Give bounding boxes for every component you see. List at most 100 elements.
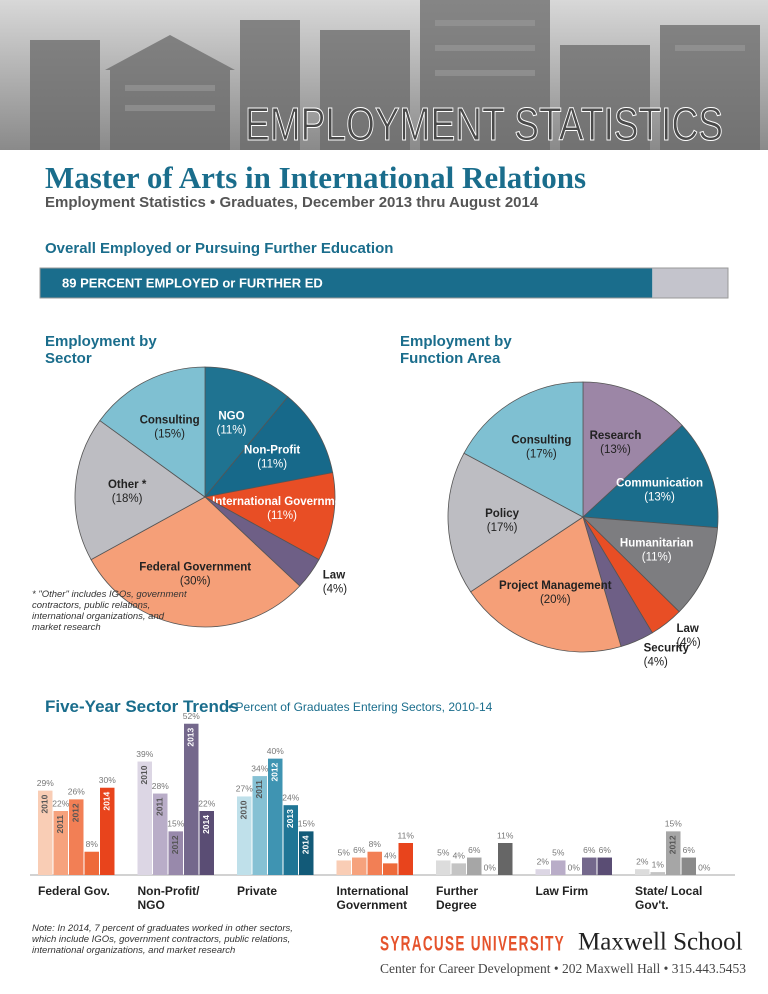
bar [666, 831, 681, 875]
category-label: International Government [336, 884, 409, 912]
note: Note: In 2014, 7 percent of graduates wo… [32, 923, 293, 956]
slice-value-label: (4%) [323, 584, 347, 596]
pie-slice [581, 516, 719, 613]
bar [184, 723, 199, 875]
slice-label: Non-Profit [244, 444, 300, 456]
bar [237, 796, 252, 875]
slice-value-label: (4%) [676, 637, 700, 649]
value-label: 4% [384, 851, 397, 861]
value-label: 6% [683, 845, 696, 855]
bar [137, 761, 152, 875]
category-label: Further Degree [436, 884, 478, 912]
bar [100, 787, 115, 875]
section-title: Five-Year Sector Trends [45, 697, 239, 716]
slice-value-label: (13%) [600, 444, 631, 456]
pie-slice [582, 381, 683, 518]
pie-slice [99, 366, 206, 498]
value-label: 6% [599, 845, 612, 855]
slice-value-label: (15%) [154, 429, 185, 441]
value-label: 6% [353, 845, 366, 855]
header-windows [125, 20, 745, 111]
slice-value-label: (17%) [526, 449, 557, 461]
slice-value-label: (20%) [540, 594, 571, 606]
year-label: 2012 [270, 762, 280, 781]
bar [153, 793, 168, 875]
pie-slice [203, 472, 336, 561]
slice-value-label: (17%) [487, 522, 518, 534]
slice-label: Other * [108, 479, 147, 491]
year-label: 2014 [301, 835, 311, 854]
slice-value-label: (11%) [642, 552, 672, 564]
value-label: 15% [665, 819, 682, 829]
category-label: Non-Profit/ NGO [137, 884, 200, 912]
year-label: 2014 [201, 815, 211, 834]
value-label: 11% [497, 830, 514, 840]
value-label: 2% [537, 856, 550, 866]
value-label: 5% [552, 848, 565, 858]
slice-label: Research [590, 430, 642, 442]
year-label: 2010 [40, 794, 50, 813]
slice-value-label: (13%) [644, 492, 675, 504]
value-label: 8% [86, 839, 99, 849]
slice-label: Communication [616, 478, 703, 490]
bar [252, 776, 267, 875]
bar [597, 857, 612, 875]
bar [551, 860, 566, 875]
value-label: 27% [236, 784, 253, 794]
bar [299, 831, 314, 875]
year-label: 2010 [139, 765, 149, 784]
year-label: 2010 [239, 800, 249, 819]
bar [53, 811, 68, 875]
value-label: 34% [251, 763, 268, 773]
slice-value-label: (4%) [644, 657, 668, 669]
bar [451, 863, 466, 875]
year-label: 2011 [254, 780, 264, 799]
slice-value-label: (18%) [112, 493, 143, 505]
slice-value-label: (11%) [267, 510, 297, 522]
value-label: 2% [636, 856, 649, 866]
bar [650, 872, 665, 875]
bar [69, 799, 84, 875]
progress-track [652, 268, 728, 298]
bar [367, 851, 382, 875]
section-subtitle: • Percent of Graduates Entering Sectors,… [228, 700, 493, 714]
value-label: 26% [68, 787, 85, 797]
category-label: Private [237, 884, 278, 898]
year-label: 2011 [155, 797, 165, 816]
bar [199, 811, 214, 875]
value-label: 24% [282, 792, 299, 802]
slice-label: Law [676, 623, 698, 635]
bar [84, 851, 99, 875]
progress-label: 89 PERCENT EMPLOYED or FURTHER ED [62, 275, 323, 290]
category-label: Law Firm [535, 884, 589, 898]
page-title: Master of Arts in International Relation… [45, 160, 587, 195]
value-label: 11% [398, 830, 415, 840]
value-label: 0% [698, 862, 711, 872]
bar [535, 869, 550, 875]
bar [436, 860, 451, 875]
slice-label: Humanitarian [620, 538, 694, 550]
value-label: 30% [99, 775, 116, 785]
value-label: 22% [52, 798, 69, 808]
value-label: 6% [468, 845, 481, 855]
slice-label: NGO [218, 411, 244, 423]
bar [398, 843, 413, 875]
pie-slice [74, 420, 206, 561]
slice-value-label: (11%) [257, 458, 287, 470]
year-label: 2011 [55, 815, 65, 834]
bar [498, 843, 513, 875]
slice-label: Federal Government [139, 561, 251, 573]
section-title: Overall Employed or Pursuing Further Edu… [45, 240, 394, 257]
bar [467, 857, 482, 875]
bar [352, 857, 367, 875]
bar [168, 831, 183, 875]
school: Maxwell School [578, 929, 743, 956]
bar [38, 790, 53, 875]
bar [635, 869, 650, 875]
slice-label: Security [644, 643, 690, 655]
value-label: 28% [152, 781, 169, 791]
value-label: 1% [652, 859, 665, 869]
value-label: 39% [136, 749, 153, 759]
